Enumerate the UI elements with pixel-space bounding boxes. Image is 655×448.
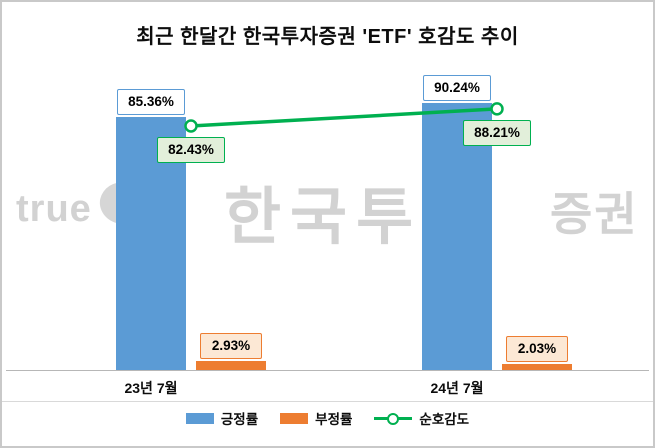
data-label-positive-23-07: 85.36% [117, 89, 185, 116]
chart-title: 최근 한달간 한국투자증권 'ETF' 호감도 추이 [136, 26, 519, 48]
data-label-negative-23-07: 2.93% [200, 333, 262, 360]
data-label-negative-24-07: 2.03% [506, 335, 568, 362]
legend-item-negative: 부정률 [280, 408, 352, 428]
legend-item-net: 순호감도 [374, 408, 469, 428]
axis-divider-line [2, 401, 653, 402]
x-axis-line [6, 370, 649, 371]
watermark: true 한국투자 증권 [2, 174, 653, 264]
x-axis-label-23-07: 23년 7월 [124, 380, 178, 396]
legend-label-positive: 긍정률 [220, 412, 259, 427]
trend-marker-23-07 [184, 119, 198, 133]
x-axis-label-24-07: 24년 7월 [430, 380, 484, 396]
legend-line-marker-icon [387, 412, 400, 425]
legend-item-positive: 긍정률 [185, 408, 259, 428]
data-label-net-23-07: 82.43% [157, 137, 225, 163]
legend-label-negative: 부정률 [315, 412, 353, 427]
bar-negative-23-07 [196, 361, 266, 370]
bar-positive-24-07 [422, 102, 492, 370]
legend: 긍정률 부정률 순호감도 [2, 408, 653, 428]
legend-label-net: 순호감도 [419, 412, 470, 427]
watermark-text-securities: 증권 [550, 188, 639, 240]
trend-marker-24-07 [490, 102, 504, 116]
data-label-net-24-07: 88.21% [463, 119, 531, 146]
watermark-text-true: true [16, 188, 92, 230]
legend-swatch-positive [185, 412, 214, 424]
legend-swatch-negative [280, 412, 309, 424]
bar-negative-24-07 [502, 363, 572, 370]
data-label-positive-24-07: 90.24% [423, 74, 491, 101]
legend-swatch-net [374, 412, 413, 425]
